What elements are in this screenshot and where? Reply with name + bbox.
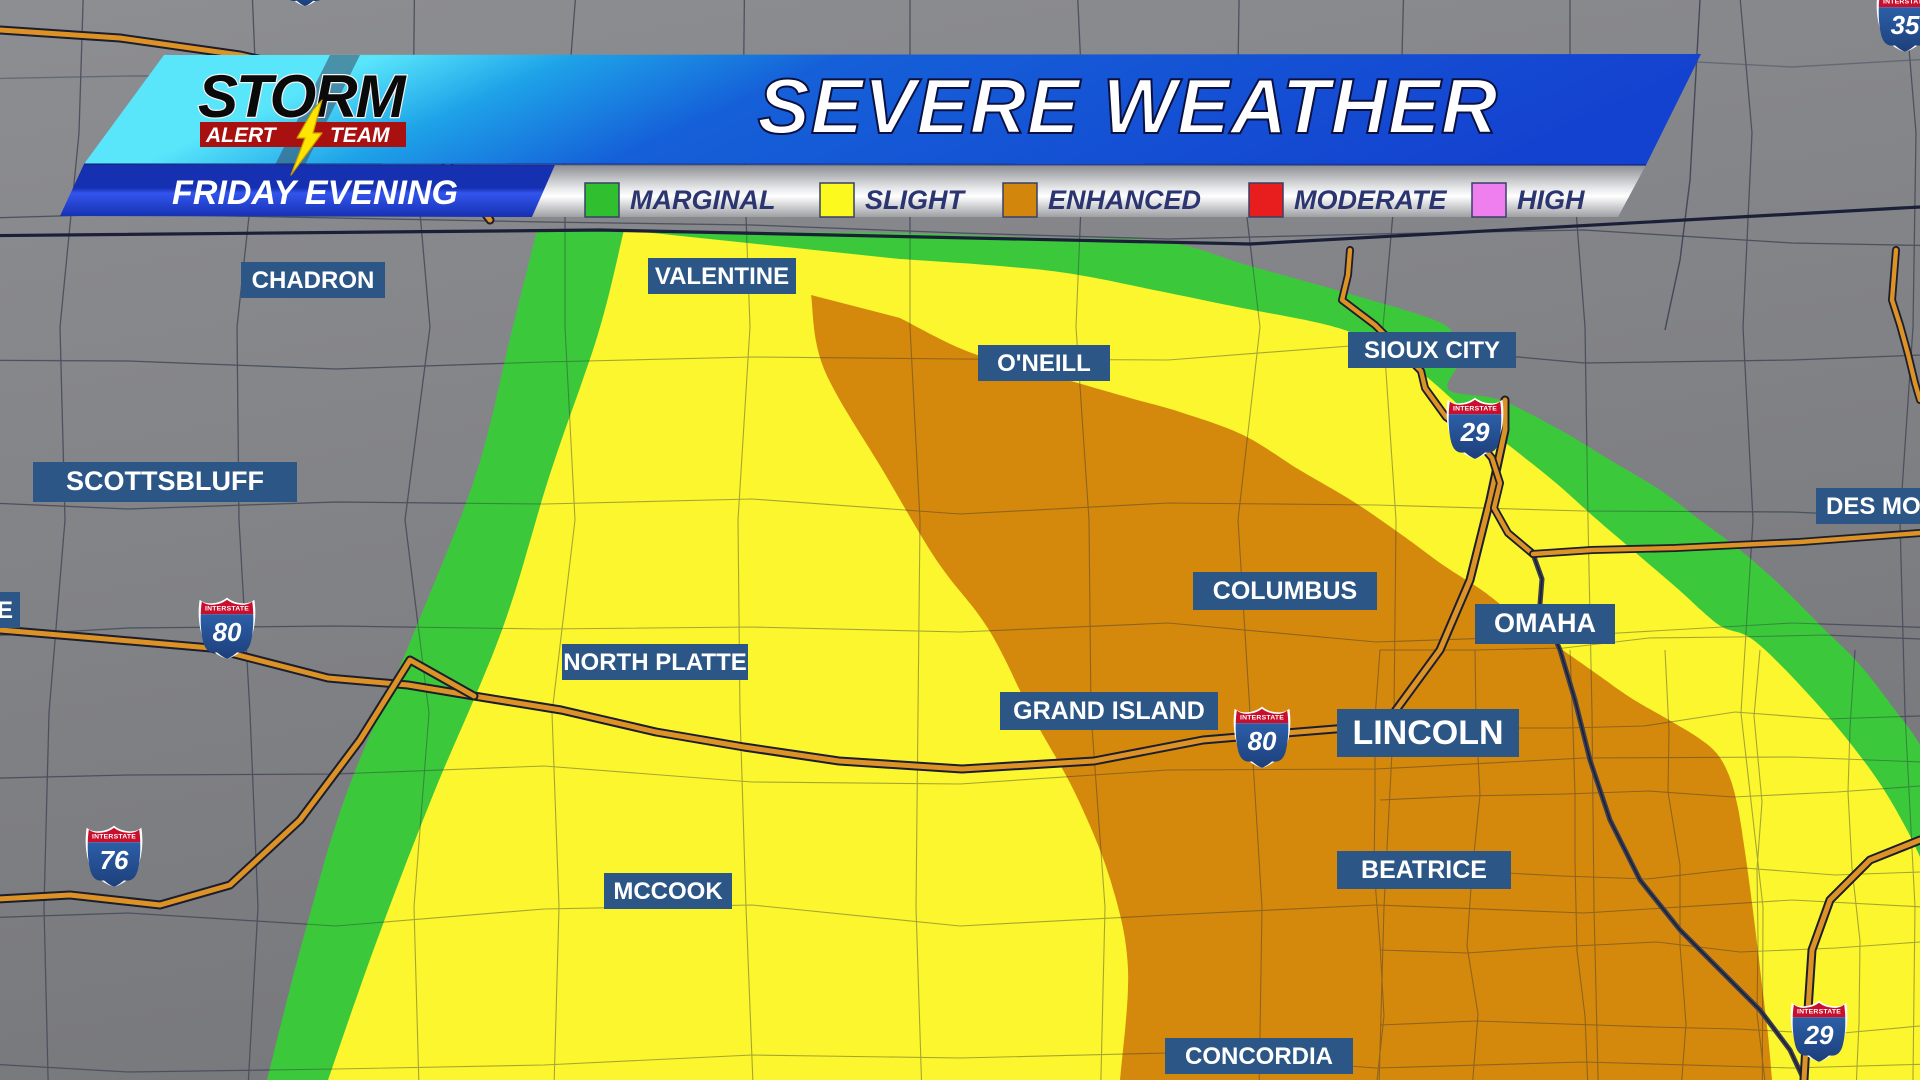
svg-text:MODERATE: MODERATE <box>1294 185 1447 215</box>
svg-text:HIGH: HIGH <box>1517 185 1585 215</box>
svg-text:GRAND ISLAND: GRAND ISLAND <box>1013 697 1205 725</box>
svg-text:SCOTTSBLUFF: SCOTTSBLUFF <box>66 466 264 496</box>
svg-text:80: 80 <box>1248 728 1277 756</box>
svg-text:SIOUX CITY: SIOUX CITY <box>1364 337 1500 364</box>
svg-text:ENHANCED: ENHANCED <box>1048 185 1201 215</box>
svg-text:29: 29 <box>1460 419 1490 447</box>
svg-text:BEATRICE: BEATRICE <box>1361 856 1487 884</box>
svg-text:TEAM: TEAM <box>330 124 390 147</box>
svg-text:80: 80 <box>213 619 242 647</box>
svg-text:E: E <box>0 597 13 624</box>
svg-text:FRIDAY EVENING: FRIDAY EVENING <box>172 174 458 212</box>
svg-text:NORTH PLATTE: NORTH PLATTE <box>563 649 747 676</box>
svg-text:CONCORDIA: CONCORDIA <box>1185 1043 1333 1070</box>
svg-text:SEVERE WEATHER: SEVERE WEATHER <box>758 62 1499 150</box>
svg-text:35: 35 <box>1891 12 1920 40</box>
svg-text:SLIGHT: SLIGHT <box>865 185 967 215</box>
svg-text:OMAHA: OMAHA <box>1494 608 1596 638</box>
svg-text:29: 29 <box>1804 1022 1834 1050</box>
svg-text:COLUMBUS: COLUMBUS <box>1213 577 1357 605</box>
svg-text:LINCOLN: LINCOLN <box>1352 714 1503 752</box>
svg-text:STORM: STORM <box>198 63 408 130</box>
svg-text:CHADRON: CHADRON <box>252 267 375 294</box>
svg-text:VALENTINE: VALENTINE <box>655 263 789 290</box>
svg-text:ALERT: ALERT <box>205 124 278 147</box>
svg-text:O'NEILL: O'NEILL <box>997 350 1091 377</box>
svg-text:76: 76 <box>100 847 129 875</box>
svg-text:DES MOINES: DES MOINES <box>1826 493 1920 520</box>
svg-text:MCCOOK: MCCOOK <box>613 878 723 905</box>
svg-text:MARGINAL: MARGINAL <box>630 185 775 215</box>
